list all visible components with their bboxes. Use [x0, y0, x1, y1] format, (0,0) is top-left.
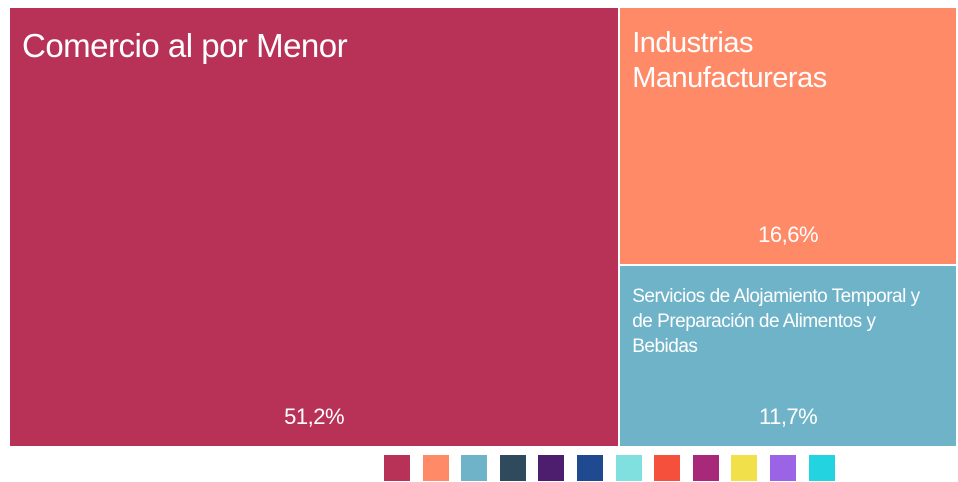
legend-swatch — [770, 455, 796, 481]
legend-swatch — [499, 455, 526, 481]
legend-swatch — [731, 455, 758, 481]
tile: Industrias Manufactureras 16,6% — [620, 8, 956, 264]
tile-label: Servicios de Alojamiento Temporal y de P… — [632, 285, 920, 358]
legend-swatch — [615, 455, 642, 481]
legend-swatch — [461, 455, 488, 481]
tile-value-label: 16,6% — [758, 221, 819, 247]
tile-value-label: 51,2% — [284, 404, 345, 429]
tile-value-label: 11,7% — [758, 403, 818, 429]
legend-swatch — [577, 455, 603, 481]
legend-swatch — [808, 455, 835, 481]
legend-swatch — [692, 455, 719, 481]
tile: Servicios de Alojamiento Temporal y de P… — [620, 265, 956, 446]
legend-swatch — [654, 455, 681, 481]
legend-swatch — [422, 455, 449, 481]
legend-swatch — [538, 455, 565, 481]
tile: Comercio al por Menor 51,2% — [10, 8, 619, 446]
legend-swatch — [384, 455, 410, 481]
tile-label: Comercio al por Menor — [22, 27, 348, 64]
tile-label: Industrias Manufactureras — [632, 27, 827, 94]
